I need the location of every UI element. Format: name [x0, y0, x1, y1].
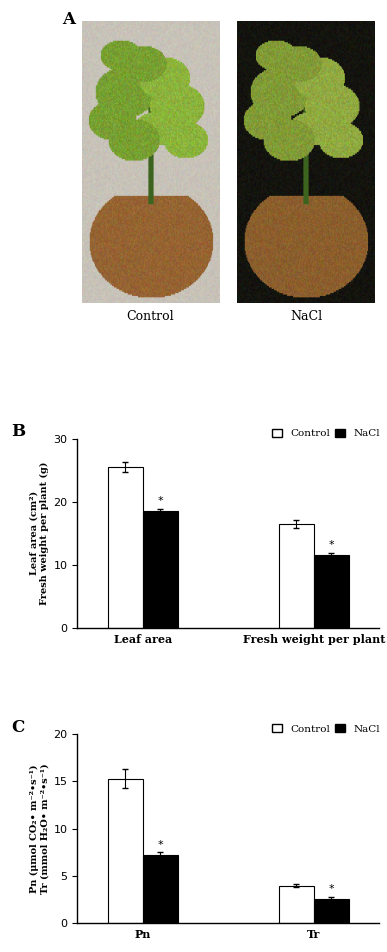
Text: C: C — [11, 719, 24, 736]
Bar — [143, 511, 178, 628]
Y-axis label: Leaf area (cm²)
Fresh weight per plant (g): Leaf area (cm²) Fresh weight per plant (… — [30, 462, 50, 605]
Text: *: * — [329, 884, 334, 894]
Bar — [314, 899, 349, 923]
Text: *: * — [329, 540, 334, 549]
Text: *: * — [158, 840, 163, 849]
Bar — [108, 467, 143, 628]
Legend: Control, NaCl: Control, NaCl — [272, 724, 380, 734]
Text: B: B — [11, 424, 25, 441]
Bar — [279, 524, 314, 628]
Bar — [279, 885, 314, 923]
Legend: Control, NaCl: Control, NaCl — [272, 428, 380, 438]
Text: NaCl: NaCl — [291, 309, 323, 323]
Text: Control: Control — [126, 309, 174, 323]
Bar — [108, 779, 143, 923]
Bar — [314, 555, 349, 628]
Text: A: A — [62, 11, 75, 29]
Text: *: * — [158, 496, 163, 506]
Bar — [143, 855, 178, 923]
Y-axis label: Pn (μmol CO₂• m⁻²•s⁻¹)
Tr (mmol H₂O• m⁻²•s⁻¹): Pn (μmol CO₂• m⁻²•s⁻¹) Tr (mmol H₂O• m⁻²… — [30, 764, 50, 894]
